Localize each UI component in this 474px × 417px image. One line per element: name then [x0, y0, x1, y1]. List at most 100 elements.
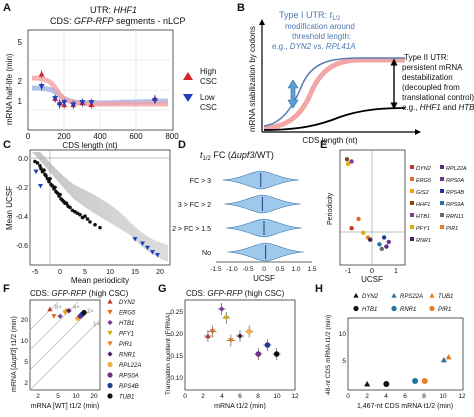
panel-e-legend-swatch [440, 165, 444, 169]
panel-g-point [228, 338, 234, 344]
panel-e-legend-swatch [440, 189, 444, 193]
panel-e-legend: DYN2 RPL22A ERG5 RPS0A GIS2 RPS4B HHF1 RPS9A HTB… [410, 165, 467, 244]
panel-a-point [61, 100, 68, 106]
panel-h-legend-label: HTB1 [362, 307, 377, 313]
panel-g-xtick-2: 4 [220, 393, 224, 400]
panel-c-xtick-1: 0 [58, 269, 62, 276]
panel-c-ytick-1: -0.2 [16, 185, 28, 192]
panel-e-legend-label: RRN11 [446, 214, 464, 220]
panel-a-title-line1: UTR: HHF1 [90, 5, 137, 15]
panel-h-point [383, 381, 390, 387]
panel-g-point [205, 333, 211, 339]
panel-d-title: t1/2 FC (Δupf3/WT) [200, 150, 274, 162]
panel-f-legend-marker [107, 298, 113, 304]
panel-e-legend-label: RPL22A [446, 166, 467, 172]
panel-e-legend-label: GIS2 [416, 190, 429, 196]
panel-e-point [379, 246, 384, 252]
panel-c-point [88, 220, 92, 224]
panel-d-xtick-2: -0.5 [242, 266, 254, 273]
panel-c-point [58, 192, 62, 197]
panel-letter-f: F [3, 283, 10, 295]
panel-e-point [344, 157, 350, 162]
panel-c-outlier-point [145, 245, 150, 251]
panel-g-point [255, 351, 262, 357]
panel-h-xtick-6: 12 [458, 393, 466, 400]
panel-b-type2-line5: translational control): [402, 93, 474, 102]
panel-e-point [356, 216, 361, 222]
panel-e-point [377, 242, 382, 247]
panel-a-point [70, 102, 77, 108]
panel-b-blue-curve [263, 57, 405, 127]
panel-e-legend-label: PIR1 [446, 226, 458, 232]
panel-g-title: CDS: GFP-RFP (high CSC) [186, 289, 285, 298]
panel-f-legend-marker [107, 361, 113, 368]
panel-letter-b: B [237, 2, 245, 14]
panel-f-legend-marker [107, 382, 113, 389]
panel-g-ytick-0: 0.10 [170, 375, 183, 382]
panel-a-point [79, 100, 86, 106]
panel-g-ytick-1: 0.15 [170, 353, 183, 360]
panel-a-ytick-2: 2 [18, 77, 23, 86]
panel-letter-a: A [3, 2, 11, 14]
panel-f-legend-marker [107, 351, 113, 357]
panel-f-legend-label: RPS0A [119, 374, 139, 380]
panel-b-type2-line6: e.g., HHF1 and HTB1 [402, 103, 474, 112]
panel-f-fold-4x: 4× [73, 305, 80, 311]
panel-a-point [38, 71, 45, 77]
panel-h-legend: DYN2 RPS22A TUB1 HTB1 RNR1 PIR1 [353, 292, 453, 313]
panel-a-title-line2: CDS: GFP-RFP segments - nLCP [50, 16, 186, 26]
panel-h-legend-marker [353, 305, 359, 312]
panel-f-title: CDS: GFP-RFP (high CSC) [30, 289, 129, 298]
panel-c-point [48, 176, 52, 181]
panel-b-type1-line4: e.g., DYN2 vs. RPL41A [272, 42, 356, 51]
panel-e-legend-label: DYN2 [416, 166, 431, 172]
panel-e-legend-label: PFY1 [416, 226, 430, 232]
panel-g-point [273, 351, 280, 357]
panel-a: UTR: HHF1 CDS: GFP-RFP segments - nLCP m… [5, 5, 217, 150]
panel-d-xtick-6: 1.5 [307, 266, 316, 273]
panel-f-legend-marker [107, 341, 113, 347]
panel-a-plot-frame [27, 29, 174, 131]
panel-e-legend-swatch [440, 213, 444, 217]
panel-f-xtick-1: 5 [56, 393, 60, 400]
panel-g-xtick-5: 10 [273, 393, 281, 400]
panel-f-legend-marker [107, 309, 113, 315]
panel-e-legend-swatch [410, 213, 414, 217]
panel-h-xtick-5: 10 [439, 393, 447, 400]
panel-h-xtick-4: 8 [422, 393, 426, 400]
panel-f-fold-2x: 2× [87, 309, 94, 315]
panel-h-legend-label: DYN2 [362, 294, 379, 300]
panel-f-ytick-2: 10 [21, 338, 29, 345]
panel-f-legend-label: DYN2 [119, 300, 136, 306]
panel-c-ylabel: Mean UCSF [5, 186, 14, 230]
panel-letter-d: D [178, 139, 186, 151]
panel-h-point [440, 357, 447, 363]
panel-f-ytick-3: 20 [21, 317, 29, 324]
panel-c-point [83, 214, 87, 218]
panel-c-xtick-2: 5 [83, 269, 87, 276]
panel-g-xtick-4: 8 [256, 393, 260, 400]
panel-e-xlabel: UCSF [361, 275, 383, 284]
panel-g-xtick-0: 0 [183, 393, 187, 400]
legend-low-csc-line1: Low [200, 93, 215, 102]
panel-b-black-curve [263, 107, 406, 131]
panel-a-point [56, 102, 63, 108]
panel-a-red-fit [31, 75, 168, 107]
legend-low-csc-line2: CSC [200, 103, 217, 112]
panel-c-point [53, 185, 57, 190]
panel-b-type1-line2: modification around [285, 22, 355, 31]
panel-e-legend-label: HHF1 [416, 202, 430, 208]
panel-f-point [66, 308, 72, 314]
panel-f-point [57, 313, 63, 319]
panel-f-xtick-0: 2 [36, 393, 40, 400]
panel-e-point [367, 237, 373, 242]
panel-c-point [39, 166, 43, 171]
panel-c-xtick-4: 15 [131, 269, 139, 276]
panel-c-outlier-point [155, 252, 160, 258]
panel-d-cat-2: 2 > FC > 1.5 [172, 226, 211, 233]
panel-h-point [421, 378, 428, 384]
panel-e-legend-label: RNR1 [416, 238, 431, 244]
panel-f-legend-marker [107, 393, 113, 399]
panel-e-point [345, 161, 351, 166]
panel-e-ylabel: Periodicity [327, 192, 334, 225]
